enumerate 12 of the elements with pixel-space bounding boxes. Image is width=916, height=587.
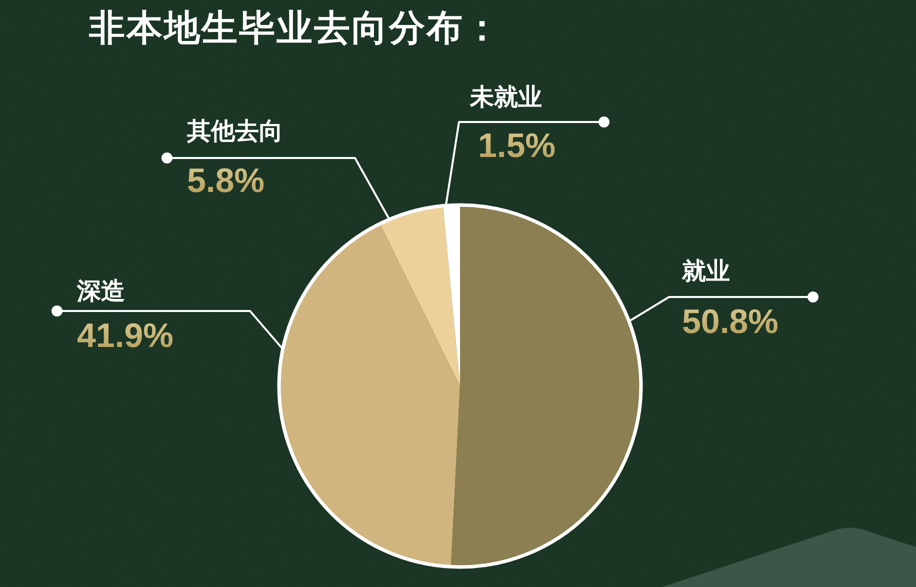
pie-slice	[450, 205, 641, 567]
slice-label: 深造	[76, 277, 125, 305]
chart-title: 非本地生毕业去向分布：	[88, 8, 502, 49]
slice-label: 就业	[681, 257, 730, 285]
pie-slice	[279, 224, 460, 567]
data-label: 1.5%	[478, 127, 556, 165]
slice-label: 未就业	[469, 83, 542, 111]
data-label: 41.9%	[77, 317, 174, 355]
pie-slice	[380, 206, 460, 386]
slice-label: 其他去向	[186, 117, 283, 145]
data-label: 5.8%	[187, 162, 264, 200]
data-label: 50.8%	[682, 303, 778, 341]
